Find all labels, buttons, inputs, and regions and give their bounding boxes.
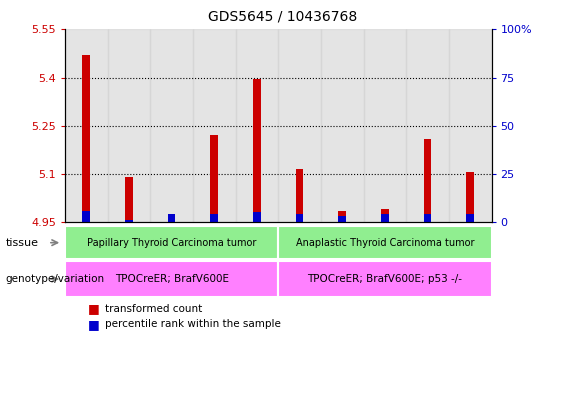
Bar: [150, 29, 193, 222]
Bar: [295, 169, 303, 222]
Bar: [406, 29, 449, 222]
Bar: [168, 220, 176, 222]
Bar: [125, 177, 133, 222]
Text: Anaplastic Thyroid Carcinoma tumor: Anaplastic Thyroid Carcinoma tumor: [295, 238, 474, 248]
Bar: [82, 211, 90, 222]
Text: Papillary Thyroid Carcinoma tumor: Papillary Thyroid Carcinoma tumor: [87, 238, 257, 248]
Text: transformed count: transformed count: [105, 303, 202, 314]
Bar: [168, 214, 176, 222]
Bar: [449, 29, 492, 222]
Bar: [65, 261, 278, 297]
Text: percentile rank within the sample: percentile rank within the sample: [105, 319, 280, 329]
Bar: [424, 214, 432, 222]
Bar: [278, 226, 492, 259]
Text: TPOCreER; BrafV600E; p53 -/-: TPOCreER; BrafV600E; p53 -/-: [307, 274, 462, 284]
Bar: [253, 212, 261, 222]
Bar: [210, 136, 218, 222]
Bar: [466, 214, 474, 222]
Text: ■: ■: [88, 318, 99, 331]
Text: tissue: tissue: [6, 238, 38, 248]
Bar: [253, 79, 261, 222]
Bar: [279, 29, 321, 222]
Bar: [295, 214, 303, 222]
Text: GDS5645 / 10436768: GDS5645 / 10436768: [208, 10, 357, 24]
Bar: [338, 216, 346, 222]
Bar: [466, 172, 474, 222]
Bar: [210, 214, 218, 222]
Text: TPOCreER; BrafV600E: TPOCreER; BrafV600E: [115, 274, 229, 284]
Bar: [125, 220, 133, 222]
Text: ■: ■: [88, 302, 99, 315]
Bar: [65, 226, 278, 259]
Bar: [381, 214, 389, 222]
Bar: [236, 29, 278, 222]
Bar: [364, 29, 406, 222]
Bar: [278, 261, 492, 297]
Bar: [193, 29, 236, 222]
Bar: [65, 29, 107, 222]
Bar: [82, 55, 90, 222]
Bar: [338, 211, 346, 222]
Bar: [424, 139, 432, 222]
Text: genotype/variation: genotype/variation: [6, 274, 105, 284]
Bar: [321, 29, 364, 222]
Bar: [381, 209, 389, 222]
Bar: [107, 29, 150, 222]
